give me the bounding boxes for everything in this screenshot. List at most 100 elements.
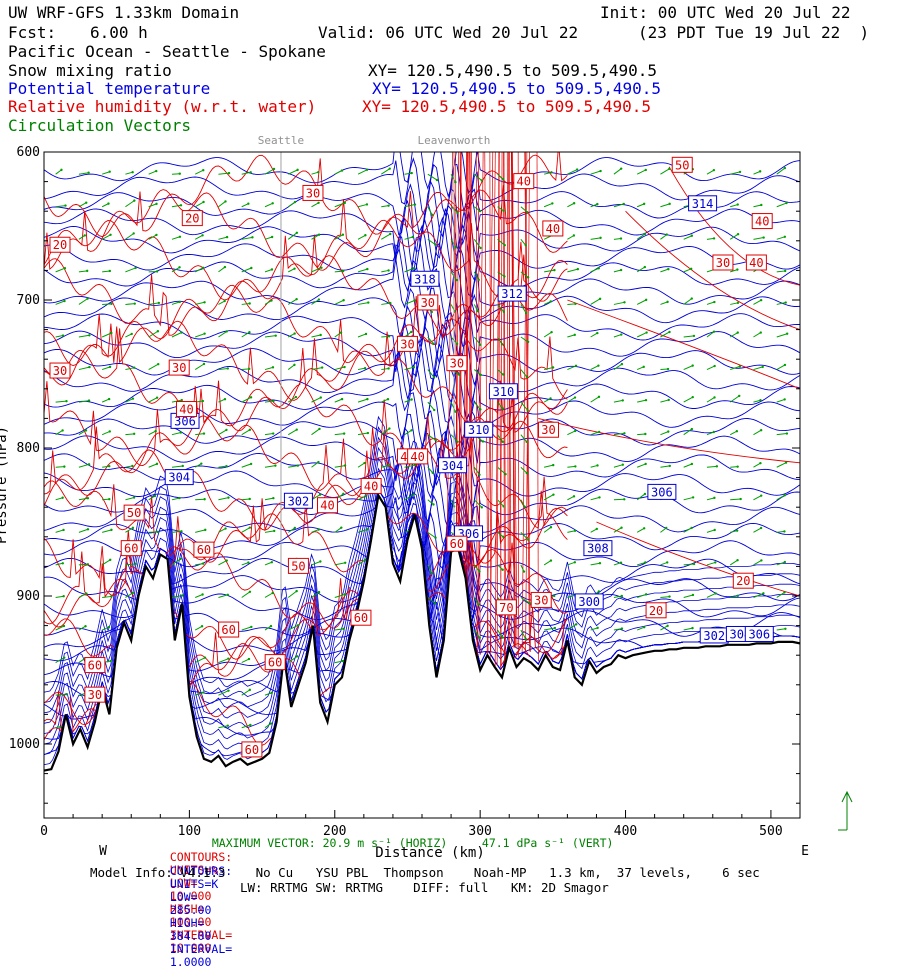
- circulation-vector: [149, 170, 158, 174]
- circulation-vector: [79, 202, 88, 207]
- circulation-vector: [195, 169, 204, 174]
- circulation-vector: [660, 595, 670, 597]
- svg-text:318: 318: [414, 272, 436, 286]
- circulation-vector: [544, 464, 554, 467]
- circulation-vector: [381, 269, 389, 272]
- y-axis-label: Pressure (hPa): [0, 426, 10, 544]
- circulation-vector: [195, 593, 204, 597]
- circulation-vector: [660, 430, 669, 434]
- circulation-vector: [195, 267, 204, 272]
- circulation-vector: [312, 202, 320, 207]
- circulation-vector: [102, 430, 111, 434]
- circulation-vector: [451, 304, 456, 312]
- circulation-vector: [335, 270, 345, 272]
- circulation-vector: [753, 366, 763, 370]
- circulation-vector: [312, 366, 324, 369]
- rh-label: 60: [265, 655, 285, 670]
- circulation-vector: [591, 562, 602, 565]
- circulation-vector: [265, 464, 277, 467]
- svg-text:304: 304: [442, 459, 464, 473]
- svg-text:20: 20: [736, 574, 750, 588]
- svg-text:50: 50: [291, 559, 305, 573]
- circulation-vector: [149, 463, 159, 468]
- svg-text:60: 60: [450, 537, 464, 551]
- svg-text:40: 40: [517, 175, 531, 189]
- svg-text:40: 40: [320, 499, 334, 513]
- theta-label: 306: [745, 626, 773, 641]
- circulation-vector: [777, 364, 786, 370]
- circulation-vector: [684, 297, 693, 304]
- circulation-vector: [288, 267, 295, 271]
- circulation-vector: [56, 334, 65, 337]
- circulation-vector: [614, 167, 622, 174]
- circulation-vector: [358, 367, 366, 370]
- theta-label: 308: [584, 541, 612, 556]
- circulation-vector: [544, 202, 553, 207]
- theta-label: 300: [575, 594, 603, 609]
- circulation-vector: [544, 366, 554, 369]
- circulation-vector: [730, 233, 739, 239]
- circulation-vector: [614, 333, 623, 337]
- circulation-vector: [614, 301, 626, 304]
- circulation-vector: [381, 233, 391, 240]
- circulation-vector: [684, 335, 695, 337]
- svg-text:60: 60: [268, 656, 282, 670]
- rh-label: 60: [351, 610, 371, 625]
- circulation-vector: [242, 658, 250, 663]
- svg-text:30: 30: [541, 423, 555, 437]
- circulation-vector: [218, 465, 227, 467]
- circulation-vector: [358, 268, 369, 272]
- circulation-vector: [777, 530, 786, 532]
- theta-low-label: LOW=: [170, 890, 198, 904]
- circulation-vector: [753, 299, 762, 304]
- circulation-vector: [684, 563, 696, 565]
- circulation-vector: [637, 463, 647, 468]
- circulation-vector: [125, 333, 133, 337]
- circulation-vector: [660, 465, 671, 468]
- circulation-vector: [707, 301, 716, 305]
- circulation-vector: [614, 269, 622, 272]
- svg-text:70: 70: [499, 601, 513, 615]
- svg-text:30: 30: [534, 593, 548, 607]
- circulation-vector: [79, 463, 90, 467]
- circulation-vector: [56, 595, 65, 597]
- circulation-vector: [753, 429, 762, 435]
- circulation-vector: [242, 429, 251, 435]
- circulation-vector: [753, 559, 762, 565]
- rh-label: 40: [408, 449, 428, 464]
- rh-label: 20: [182, 211, 202, 226]
- max-vector-vert: 47.1 dPa s⁻¹ (VERT): [482, 836, 614, 850]
- circulation-vector: [730, 498, 742, 500]
- circulation-vector: [637, 399, 647, 402]
- circulation-vector: [637, 331, 648, 337]
- circulation-vector: [265, 722, 272, 727]
- circulation-vector: [242, 202, 250, 206]
- circulation-vector: [195, 625, 203, 630]
- circulation-vector: [753, 204, 762, 207]
- circulation-vector: [288, 201, 296, 207]
- circulation-vector: [567, 365, 577, 370]
- theta-label: 318: [411, 271, 439, 286]
- circulation-vector: [544, 559, 552, 565]
- circulation-vector: [544, 627, 556, 630]
- svg-text:30: 30: [88, 688, 102, 702]
- circulation-vector: [637, 593, 647, 597]
- circulation-vector: [79, 334, 91, 337]
- rh-contour-line: [499, 152, 501, 666]
- circulation-vector: [707, 237, 715, 239]
- rh-label: 30: [447, 356, 467, 371]
- svg-text:40: 40: [179, 403, 193, 417]
- circulation-vector: [195, 332, 206, 337]
- rh-label: 30: [50, 363, 70, 378]
- circulation-vector: [288, 364, 295, 370]
- circulation-vector: [125, 302, 136, 304]
- circulation-vector: [265, 299, 273, 304]
- circulation-vector: [567, 430, 576, 435]
- rh-label: 30: [85, 687, 105, 702]
- rh-contour-line: [567, 300, 800, 389]
- circulation-vector: [567, 202, 575, 207]
- rh-label: 40: [514, 174, 534, 189]
- theta-label: 304: [439, 458, 467, 473]
- circulation-vector: [172, 465, 184, 467]
- circulation-vector: [358, 234, 367, 239]
